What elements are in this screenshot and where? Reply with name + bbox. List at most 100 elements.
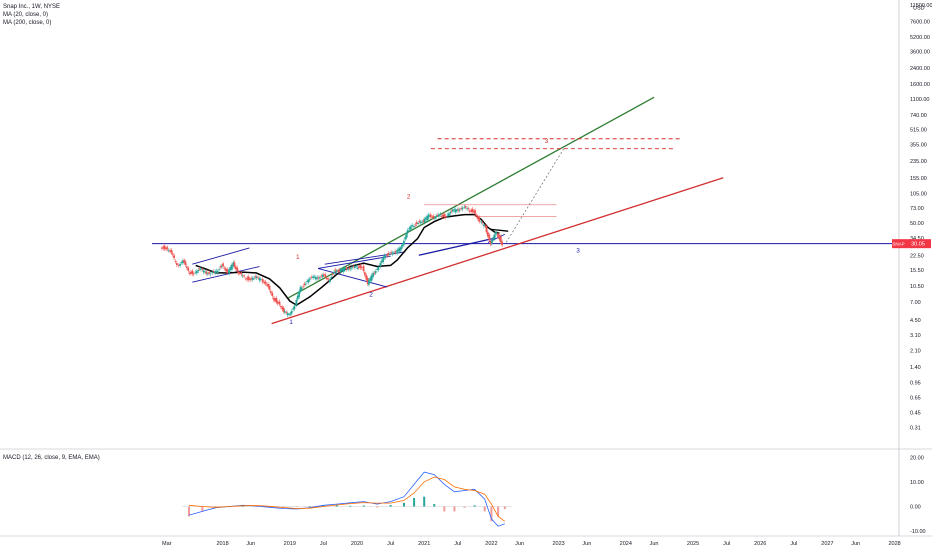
candle-body: [335, 270, 338, 273]
macd-histogram-bar: [376, 506, 379, 508]
candle-body: [484, 226, 487, 227]
macd-histogram-bar: [362, 505, 365, 507]
blue-wedge-line: [418, 237, 495, 256]
candle-body: [192, 273, 195, 275]
macd-histogram-bar: [497, 506, 500, 517]
y-tick-label: 22.50: [910, 253, 924, 259]
macd-histogram-bar: [335, 505, 338, 507]
candle-body: [161, 247, 163, 249]
wave-label-3: 2: [407, 194, 411, 201]
blue-wedge-line: [317, 255, 391, 269]
candle-body: [467, 208, 470, 210]
y-tick-label: 15.50: [910, 268, 924, 274]
candle-body: [362, 265, 365, 271]
macd-histogram-bar: [214, 506, 217, 508]
candle-body: [468, 211, 471, 212]
candle-body: [229, 266, 232, 270]
candle-body: [283, 311, 286, 313]
candle-body: [223, 267, 226, 269]
candle-body: [478, 217, 481, 222]
candle-body: [265, 284, 268, 286]
legend-title[interactable]: Snap Inc., 1W, NYSE: [3, 4, 61, 10]
legend-ma200[interactable]: MA (200, close, 0): [3, 20, 52, 26]
candle-body: [282, 307, 285, 312]
candle-body: [165, 248, 167, 250]
candle-body: [343, 267, 346, 270]
candle-body: [255, 276, 258, 279]
ma-layer: [195, 213, 500, 306]
candle-body: [464, 206, 467, 208]
candle-body: [432, 215, 435, 218]
candle-body: [267, 284, 269, 287]
y-tick-label: 0.65: [910, 396, 921, 402]
candle-body: [406, 229, 409, 233]
candle-body: [224, 268, 227, 271]
candle-body: [268, 285, 271, 290]
y-tick-label: 5200.00: [910, 35, 930, 41]
candle-body: [429, 214, 432, 217]
projection-dotted-line: [505, 143, 567, 243]
legend-macd[interactable]: MACD (12, 26, close, 9, EMA, EMA): [3, 455, 100, 461]
candle-body: [450, 210, 453, 212]
candle-body: [292, 308, 294, 310]
candle-body: [466, 208, 469, 210]
candle-body: [353, 266, 356, 268]
candle-body: [253, 277, 255, 279]
macd-histogram-bar: [282, 506, 285, 508]
y-tick-label: 3.10: [910, 333, 921, 339]
price-badge-value: 30.05: [911, 242, 925, 248]
candle-body: [440, 216, 443, 217]
green-channel-line: [288, 96, 655, 299]
x-tick-label: 2024: [620, 541, 632, 547]
candle-body: [257, 277, 259, 279]
candle-body: [357, 266, 360, 268]
x-tick-label: Jun: [650, 541, 659, 547]
candle-body: [315, 277, 317, 280]
candle-body: [370, 275, 373, 281]
candle-body: [258, 278, 261, 281]
candle-body: [341, 268, 343, 271]
wave-label-4: 3: [576, 248, 580, 255]
blue-wedge-line: [192, 266, 260, 283]
macd-histogram-bar: [503, 506, 506, 509]
candle-body: [307, 279, 310, 283]
candle-body: [220, 265, 223, 267]
candle-body: [365, 275, 368, 280]
legend-ma20[interactable]: MA (20, close, 0): [3, 12, 49, 18]
candle-body: [218, 269, 220, 271]
candle-body: [240, 272, 243, 275]
candle-body: [415, 222, 418, 225]
candle-body: [499, 236, 502, 243]
x-tick-label: 2020: [351, 541, 363, 547]
candle-body: [181, 260, 184, 264]
candle-body: [360, 267, 363, 269]
y-tick-label: 235.00: [910, 159, 927, 165]
candle-body: [306, 280, 308, 282]
x-tick-label: Jun: [851, 541, 860, 547]
candle-body: [298, 291, 301, 298]
macd-histogram-bar: [255, 506, 258, 508]
candle-body: [281, 306, 284, 310]
candle-body: [280, 306, 282, 307]
x-tick-label: 2027: [821, 541, 833, 547]
macd-histogram-bar: [463, 506, 466, 508]
macd-histogram-bar: [413, 497, 416, 507]
candle-body: [322, 274, 325, 276]
x-tick-label: Jul: [723, 541, 730, 547]
candle-body: [321, 275, 324, 277]
candle-body: [347, 269, 350, 270]
candle-body: [413, 226, 415, 228]
macd-histogram-bar: [322, 505, 325, 507]
candle-body: [386, 255, 388, 257]
candle-body: [205, 271, 208, 274]
candle-body: [379, 263, 382, 267]
candle-body: [460, 208, 462, 209]
candle-body: [219, 266, 222, 268]
candle-body: [209, 273, 212, 275]
candle-body: [194, 271, 197, 273]
candle-body: [474, 210, 476, 214]
candle-body: [286, 313, 289, 316]
macd-y-tick-label: -10.00: [910, 529, 926, 535]
candle-body: [364, 272, 366, 276]
